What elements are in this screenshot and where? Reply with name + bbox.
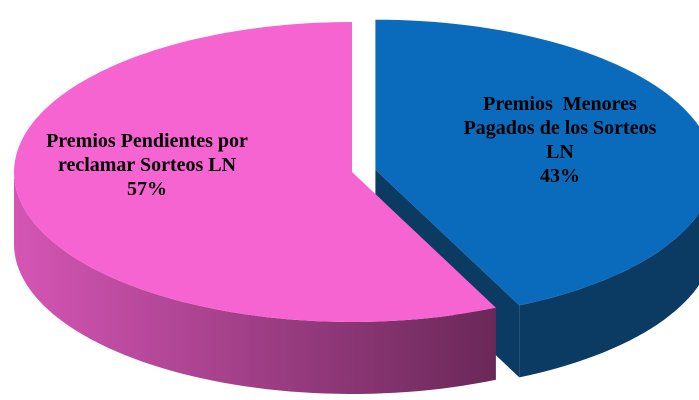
slice-percent: 43% — [540, 165, 580, 187]
slice-name: Premios Pendientes por reclamar Sorteos … — [46, 130, 253, 176]
slice-label: Premios Menores Pagados de los Sorteos L… — [463, 92, 658, 188]
slice-name: Premios Menores Pagados de los Sorteos L… — [463, 93, 657, 163]
pie-slice — [14, 22, 496, 322]
slice-label: Premios Pendientes por reclamar Sorteos … — [37, 129, 257, 201]
pie-slice — [375, 19, 699, 306]
slice-percent: 57% — [127, 178, 167, 200]
slice-side — [519, 212, 699, 378]
slice-side — [14, 172, 496, 394]
